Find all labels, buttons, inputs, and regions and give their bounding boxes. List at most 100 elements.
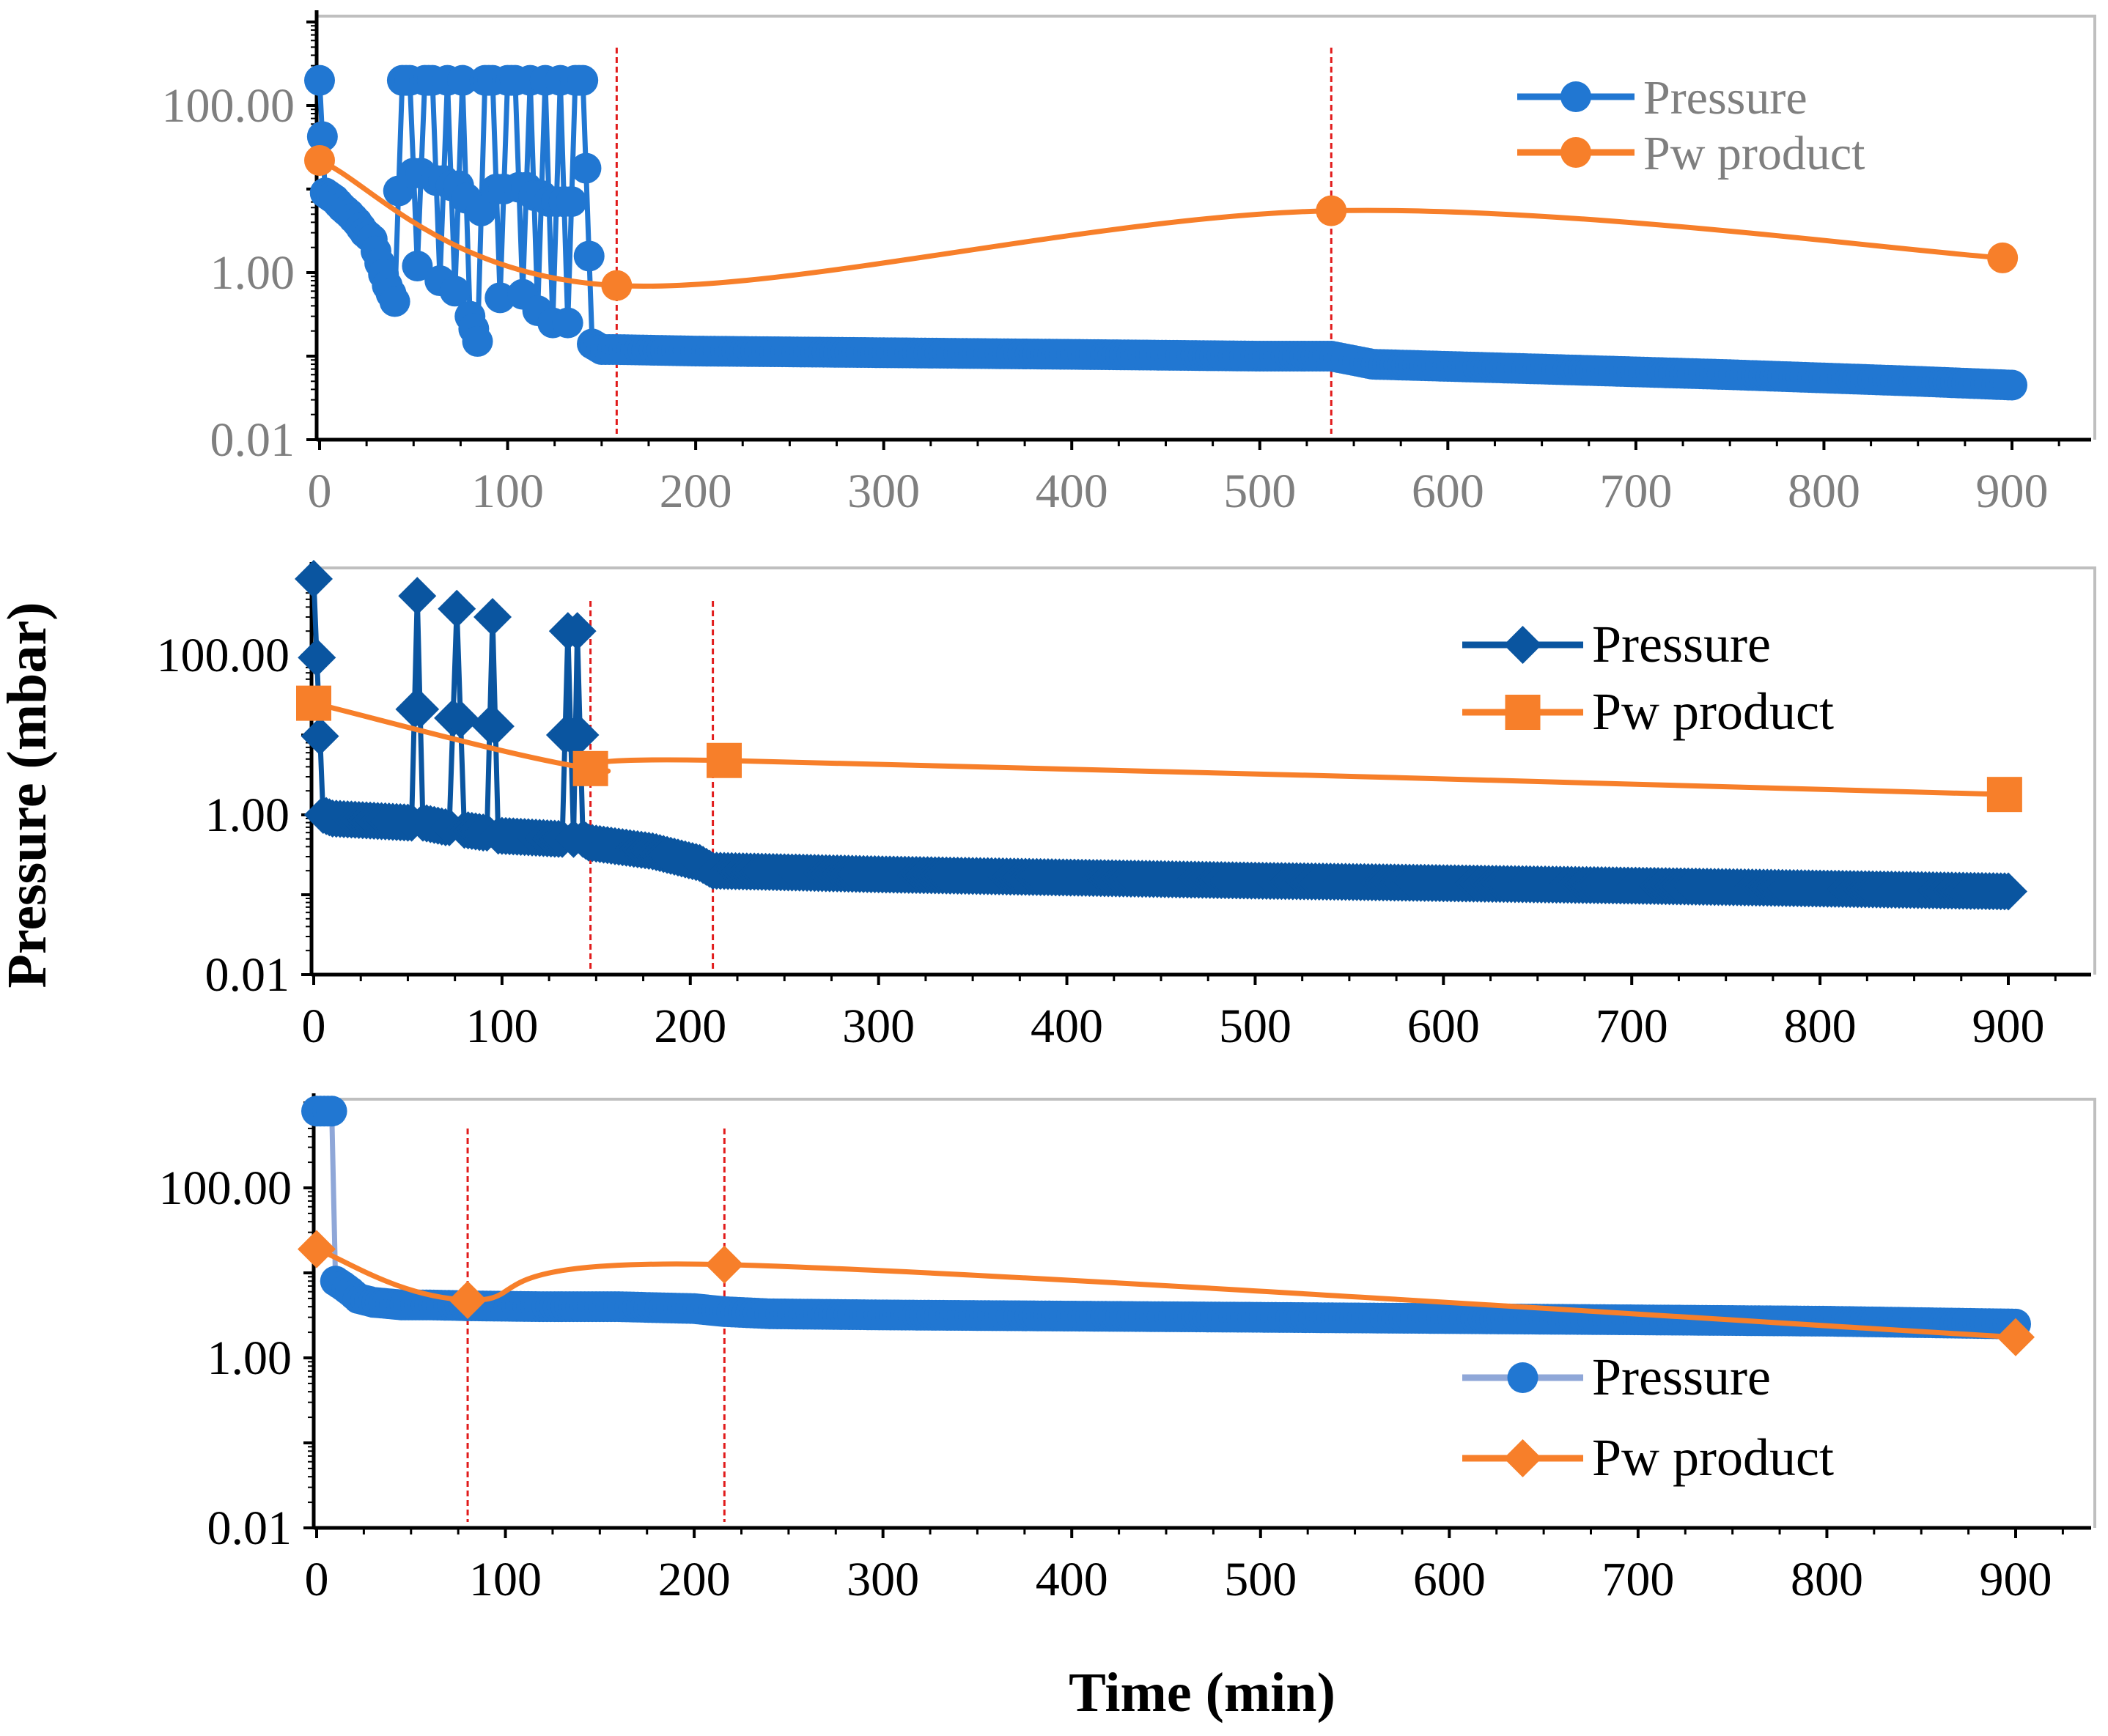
data-point xyxy=(449,1280,487,1319)
chart-panel-3: 0.01 1.00 100.00 0 100 200 300 400 500 600 700 800 9… xyxy=(159,1093,2096,1606)
chart-panels: 0.01 1.00 100.00 0 100 200 300 400 500 600 700 800 9… xyxy=(157,10,2096,1606)
plot-frame xyxy=(317,15,2096,440)
series-pw-product xyxy=(296,685,2022,813)
data-point xyxy=(570,152,602,184)
x-tick-label: 800 xyxy=(1784,1000,1857,1053)
data-point xyxy=(1997,1318,2035,1356)
legend-label: Pressure xyxy=(1643,71,1807,125)
data-point xyxy=(306,121,338,152)
legend-marker xyxy=(1503,626,1542,664)
data-point xyxy=(301,717,339,756)
y-tick-label: 100.00 xyxy=(157,629,290,682)
x-tick-label: 400 xyxy=(1036,1553,1108,1606)
legend-label: Pw product xyxy=(1643,127,1865,180)
x-tick-label: 500 xyxy=(1219,1000,1291,1053)
y-tick-label: 0.01 xyxy=(207,1502,292,1555)
x-tick-label: 400 xyxy=(1031,1000,1103,1053)
data-point xyxy=(402,250,433,281)
y-tick-label: 0.01 xyxy=(210,413,295,467)
x-tick-label: 600 xyxy=(1412,465,1484,518)
data-point xyxy=(438,589,476,628)
legend-label: Pw product xyxy=(1592,682,1834,741)
data-point xyxy=(484,282,516,314)
data-point xyxy=(465,195,497,226)
series-line xyxy=(318,158,2003,289)
x-tick-label: 900 xyxy=(1980,1553,2052,1606)
data-point xyxy=(1316,195,1347,226)
x-tick-label: 500 xyxy=(1224,1553,1297,1606)
data-point xyxy=(601,270,633,301)
data-point xyxy=(1987,242,2019,273)
y-tick-label: 1.00 xyxy=(207,1331,292,1385)
series-pressure xyxy=(304,64,2027,401)
series-pw-product xyxy=(298,1230,2035,1356)
chart-panel-1: 0.01 1.00 100.00 0 100 200 300 400 500 600 700 800 9… xyxy=(162,10,2096,518)
x-tick-label: 600 xyxy=(1407,1000,1480,1053)
y-tick-label: 100.00 xyxy=(159,1161,292,1215)
data-point xyxy=(298,1230,336,1268)
legend-marker xyxy=(1560,81,1591,112)
plot-frame xyxy=(314,1098,2096,1528)
legend-marker xyxy=(1560,137,1591,168)
data-point xyxy=(295,559,333,598)
chart-panel-2: 0.01 1.00 100.00 0 100 200 300 400 500 600 700 800 9… xyxy=(157,559,2096,1053)
x-tick-label: 100 xyxy=(471,465,544,518)
x-tick-label: 600 xyxy=(1413,1553,1486,1606)
x-tick-label: 0 xyxy=(302,1000,326,1053)
data-point xyxy=(705,1245,744,1284)
data-point xyxy=(707,742,742,778)
y-tick-label: 1.00 xyxy=(210,246,295,300)
series-line xyxy=(313,701,2005,797)
plot-frame xyxy=(312,566,2096,975)
data-point xyxy=(561,716,600,754)
y-tick-label: 0.01 xyxy=(205,948,290,1002)
y-axis-title: Pressure (mbar) xyxy=(0,602,58,989)
data-point xyxy=(304,64,335,96)
x-tick-label: 400 xyxy=(1036,465,1108,518)
data-point xyxy=(462,325,493,357)
data-point xyxy=(296,685,331,721)
data-point xyxy=(446,64,478,96)
x-tick-label: 900 xyxy=(1976,465,2049,518)
x-tick-label: 0 xyxy=(308,465,332,518)
x-tick-label: 900 xyxy=(1972,1000,2045,1053)
data-point xyxy=(473,597,512,636)
data-point xyxy=(1989,872,2027,911)
x-tick-label: 300 xyxy=(842,1000,915,1053)
data-point xyxy=(441,700,480,739)
data-point xyxy=(572,750,608,786)
legend-marker xyxy=(1503,1439,1542,1477)
data-point xyxy=(1986,777,2022,813)
x-tick-label: 800 xyxy=(1791,1553,1863,1606)
data-point xyxy=(567,64,599,96)
legend-label: Pressure xyxy=(1592,615,1771,673)
data-point xyxy=(316,1096,347,1127)
data-point xyxy=(379,286,410,317)
y-tick-label: 1.00 xyxy=(205,788,290,842)
x-tick-label: 500 xyxy=(1223,465,1296,518)
x-tick-label: 0 xyxy=(305,1553,329,1606)
legend-label: Pressure xyxy=(1592,1348,1771,1406)
x-tick-label: 300 xyxy=(847,465,920,518)
x-tick-label: 700 xyxy=(1596,1000,1668,1053)
data-point xyxy=(304,144,335,176)
data-point xyxy=(439,276,471,307)
legend-marker xyxy=(1507,1362,1538,1393)
data-point xyxy=(298,638,336,677)
y-tick-label: 100.00 xyxy=(162,79,295,133)
x-tick-label: 100 xyxy=(465,1000,538,1053)
series-pressure xyxy=(295,559,2027,911)
legend: Pressure Pw product xyxy=(1462,615,1834,741)
data-point xyxy=(573,240,605,272)
x-tick-label: 200 xyxy=(658,1553,731,1606)
x-axis-title: Time (min) xyxy=(1069,1662,1335,1724)
data-point xyxy=(556,186,587,218)
x-tick-label: 200 xyxy=(654,1000,726,1053)
x-tick-label: 300 xyxy=(847,1553,919,1606)
data-point xyxy=(398,577,437,616)
data-point xyxy=(1997,369,2027,401)
series-pw-product xyxy=(304,144,2019,301)
